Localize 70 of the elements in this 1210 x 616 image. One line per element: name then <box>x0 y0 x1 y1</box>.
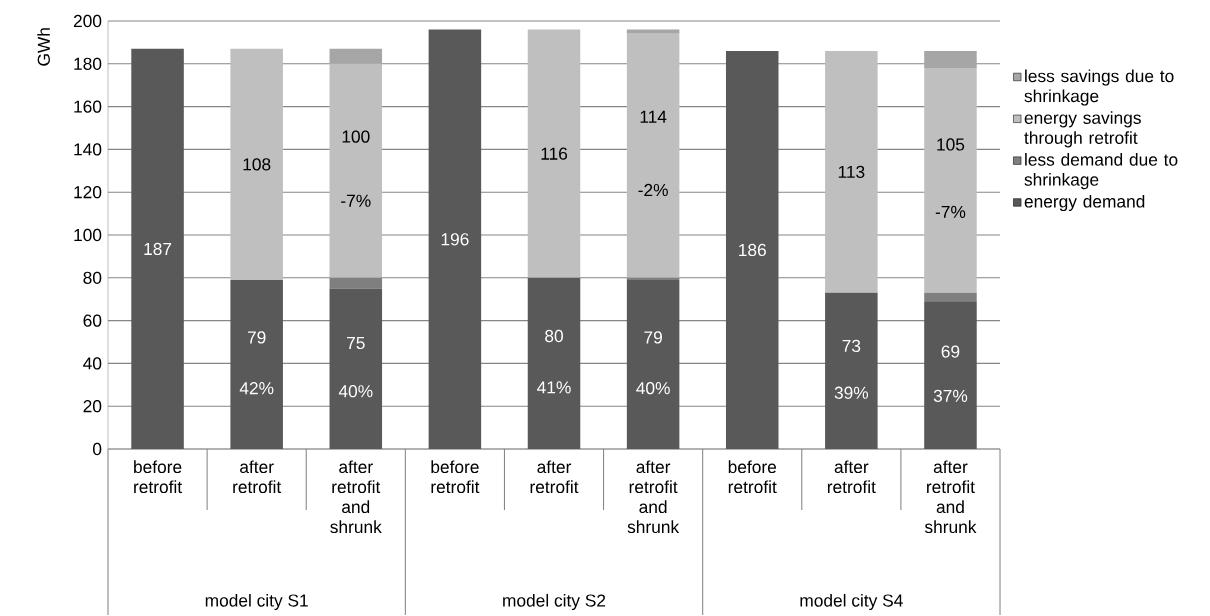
text: model city S1 <box>205 593 308 611</box>
legend-label: energy demand <box>1024 194 1145 212</box>
bar <box>626 29 680 34</box>
data-label: 80 <box>545 329 563 343</box>
y-tick-label: 140 <box>74 143 102 156</box>
bar <box>825 51 878 293</box>
bar <box>626 33 680 278</box>
bar <box>329 63 383 278</box>
x-tick-label: after retrofit <box>827 460 876 494</box>
text: model city S2 <box>503 593 606 611</box>
y-tick-label: 60 <box>83 314 102 327</box>
bar <box>924 68 977 293</box>
bar <box>329 48 383 64</box>
y-tick-label: 20 <box>83 400 102 413</box>
y-tick-label: 120 <box>74 186 102 199</box>
data-label: 187 <box>144 242 172 256</box>
data-label: 79 <box>247 331 266 344</box>
bar <box>230 280 283 450</box>
bar <box>924 292 977 302</box>
bar <box>527 277 581 450</box>
bar <box>725 51 779 450</box>
data-label: 69 <box>941 345 960 358</box>
x-tick-label: after retrofit and shrunk <box>924 460 977 534</box>
y-tick-label: 200 <box>73 14 102 28</box>
bar <box>626 277 680 280</box>
data-label: 79 <box>644 331 662 344</box>
annotation: 40% <box>338 385 373 398</box>
annotation: 39% <box>834 386 869 399</box>
data-label: 75 <box>347 337 365 350</box>
bar <box>329 288 383 450</box>
x-tick-label: before retrofit <box>134 460 182 494</box>
x-tick-label: after retrofit <box>530 460 579 494</box>
bar <box>527 29 581 278</box>
y-tick-label: 180 <box>74 57 102 70</box>
bar <box>924 51 977 69</box>
data-label: 114 <box>640 110 667 123</box>
bar <box>131 48 184 450</box>
x-tick-label: after retrofit and shrunk <box>330 460 382 534</box>
y-axis-title: GWh <box>37 28 50 66</box>
bar <box>825 292 878 450</box>
x-tick-label: after retrofit <box>233 460 282 494</box>
data-label: 196 <box>441 233 469 246</box>
text: model city S4 <box>800 593 903 611</box>
annotation: 40% <box>636 382 670 395</box>
bar <box>230 48 283 280</box>
data-label: 116 <box>541 147 568 160</box>
data-label: 100 <box>342 130 370 143</box>
data-label: 186 <box>739 243 766 257</box>
bar <box>626 280 680 450</box>
data-label: 73 <box>842 339 861 353</box>
annotation: -7% <box>341 194 371 207</box>
annotation: -7% <box>935 205 966 219</box>
y-tick-label: 40 <box>83 357 102 370</box>
data-label: 105 <box>937 138 965 151</box>
y-tick-label: 160 <box>74 100 102 113</box>
y-tick-label: 100 <box>74 228 102 242</box>
y-tick-label: 0 <box>92 442 102 456</box>
x-tick-label: after retrofit and shrunk <box>627 460 680 534</box>
data-label: 113 <box>838 165 865 179</box>
x-tick-label: before retrofit <box>431 460 480 494</box>
x-tick-label: before retrofit <box>728 460 777 494</box>
bar <box>924 301 977 450</box>
y-tick-label: 80 <box>83 271 102 284</box>
data-label: 108 <box>243 158 271 171</box>
bar <box>428 29 482 450</box>
bar <box>329 277 383 289</box>
annotation: 42% <box>239 382 274 395</box>
annotation: 41% <box>537 381 571 394</box>
annotation: -2% <box>638 183 668 197</box>
annotation: 37% <box>933 389 968 403</box>
